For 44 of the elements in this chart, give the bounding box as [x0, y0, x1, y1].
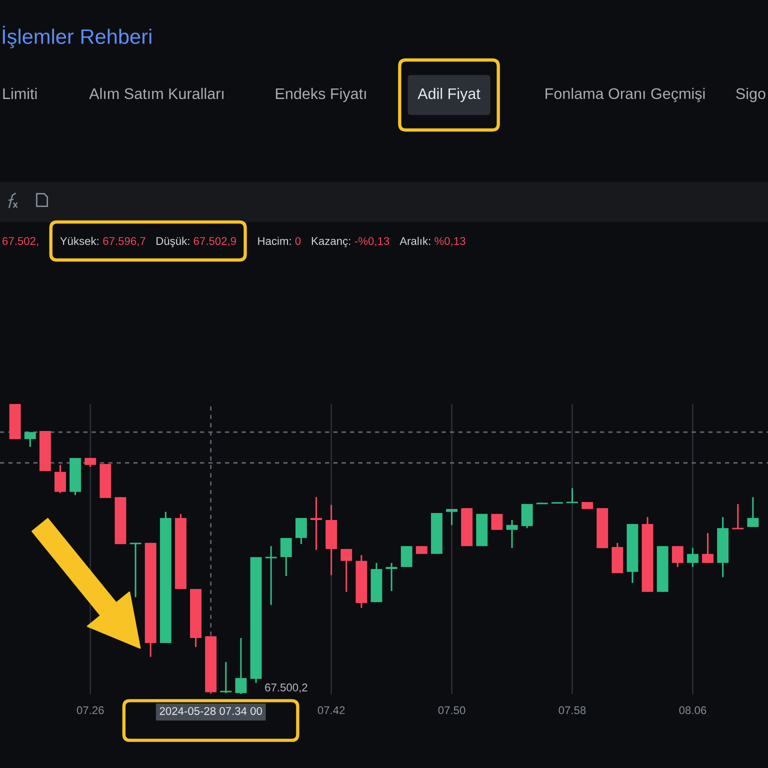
text: 0	[295, 237, 301, 245]
candlestick	[656, 545, 668, 593]
text: Alım Satım Kuralları	[89, 88, 224, 100]
text: %0,13	[434, 237, 466, 246]
candlestick	[582, 501, 594, 510]
x-tick-label: 07.50	[438, 706, 466, 714]
annotation: 67.500,2	[265, 684, 308, 693]
text: Sigo	[736, 88, 766, 102]
candlestick	[220, 661, 232, 694]
candlestick	[476, 513, 488, 547]
candlestick	[566, 487, 578, 504]
text: Aralık:	[400, 236, 430, 245]
candlestick	[205, 636, 217, 694]
candlestick	[596, 507, 608, 549]
text: 67.502,	[2, 237, 38, 246]
text: Yüksek:	[60, 236, 98, 245]
text: 67.502,9	[194, 237, 236, 246]
candlestick	[461, 507, 473, 547]
text: Fonlama Oranı Geçmişi	[546, 88, 705, 102]
candlestick	[446, 508, 458, 526]
text: Endeks Fiyatı	[276, 88, 366, 102]
candlestick	[265, 545, 277, 606]
candlestick	[9, 403, 21, 440]
x-tick-label: 07.42	[318, 706, 345, 714]
x-tick-label: 07.26	[76, 706, 104, 714]
candlestick	[732, 503, 744, 530]
candlestick	[416, 545, 428, 555]
candlestick	[430, 512, 442, 555]
text: 67.596,7	[103, 237, 146, 246]
candlestick	[491, 513, 503, 531]
x-tick-label: 08.06	[679, 706, 706, 714]
candlestick	[100, 464, 112, 498]
candlestick	[39, 430, 51, 472]
candlestick	[114, 496, 126, 545]
text: Hacim:	[258, 236, 291, 245]
text: -%0,13	[354, 237, 390, 246]
ref-line-label: 2024-05-28 07.34 00	[160, 707, 262, 715]
candlestick	[400, 545, 412, 568]
chart-title: İşlemler Rehberi	[2, 26, 152, 48]
text: Düşük:	[156, 236, 190, 248]
text: Limiti	[3, 88, 37, 100]
text: Kazanç:	[312, 237, 350, 248]
text: Adil Fiyat	[418, 88, 480, 102]
x-tick-label: 07.58	[558, 706, 586, 714]
